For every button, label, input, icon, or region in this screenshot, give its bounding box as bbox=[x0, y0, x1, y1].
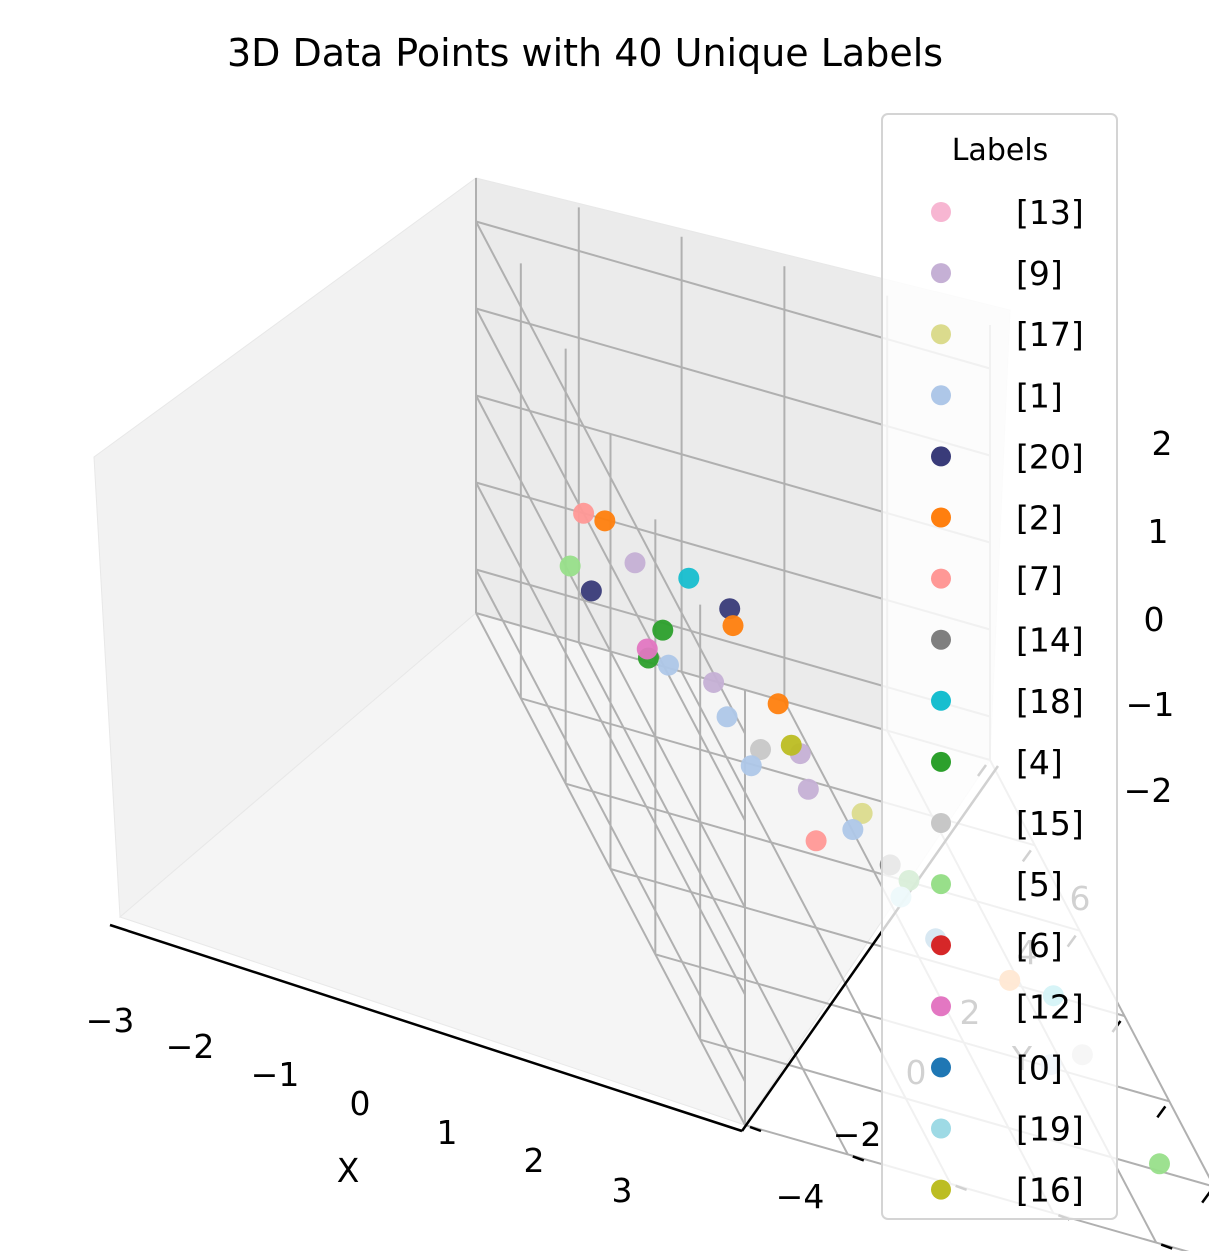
legend-marker bbox=[931, 935, 951, 955]
legend-entry-label: [9] bbox=[1016, 254, 1063, 293]
legend-marker bbox=[931, 569, 951, 589]
x-tick-label: −2 bbox=[166, 1027, 215, 1066]
x-tick-label: 3 bbox=[612, 1171, 633, 1210]
y-tick-label: −4 bbox=[776, 1177, 825, 1216]
x-tick-label: 2 bbox=[524, 1141, 545, 1180]
legend-marker bbox=[931, 691, 951, 711]
legend-entry-label: [7] bbox=[1016, 560, 1063, 599]
legend-entry-label: [13] bbox=[1016, 193, 1084, 232]
legend-marker bbox=[931, 874, 951, 894]
legend-marker bbox=[931, 202, 951, 222]
legend-marker bbox=[931, 324, 951, 344]
legend-entry-label: [15] bbox=[1016, 804, 1084, 843]
data-point bbox=[637, 638, 658, 659]
legend: Labels [13] [9] [17] [1] [20] [2] [7] [14] [18] [… bbox=[882, 114, 1117, 1219]
data-point bbox=[806, 830, 827, 851]
data-point bbox=[781, 735, 802, 756]
x-axis-label: X bbox=[337, 1151, 360, 1190]
data-point bbox=[842, 819, 863, 840]
data-point bbox=[573, 503, 594, 524]
data-point bbox=[798, 779, 819, 800]
data-point bbox=[625, 552, 646, 573]
data-point bbox=[581, 580, 602, 601]
y-tick-label: −2 bbox=[833, 1115, 882, 1154]
data-point bbox=[652, 620, 673, 641]
legend-title: Labels bbox=[952, 133, 1049, 168]
x-tick-mark bbox=[1157, 1106, 1165, 1117]
legend-entry-label: [20] bbox=[1016, 437, 1084, 476]
legend-marker bbox=[931, 1119, 951, 1139]
data-point bbox=[1149, 1153, 1170, 1174]
data-point bbox=[560, 556, 581, 577]
legend-entry-label: [19] bbox=[1016, 1110, 1084, 1149]
legend-marker bbox=[931, 1180, 951, 1200]
legend-entry-label: [2] bbox=[1016, 499, 1063, 538]
legend-box bbox=[882, 114, 1117, 1219]
x-tick-mark bbox=[1202, 1192, 1209, 1203]
legend-entry-label: [1] bbox=[1016, 376, 1063, 415]
data-point bbox=[678, 568, 699, 589]
legend-marker bbox=[931, 1057, 951, 1077]
x-tick-label: 0 bbox=[350, 1084, 371, 1123]
data-point bbox=[723, 615, 744, 636]
legend-entry-label: [6] bbox=[1016, 926, 1063, 965]
data-point bbox=[717, 706, 738, 727]
legend-entry-label: [17] bbox=[1016, 315, 1084, 354]
legend-marker bbox=[931, 630, 951, 650]
data-point bbox=[594, 510, 615, 531]
legend-entry-label: [12] bbox=[1016, 987, 1084, 1026]
legend-marker bbox=[931, 446, 951, 466]
legend-marker bbox=[931, 813, 951, 833]
z-tick-label: −2 bbox=[1124, 771, 1173, 810]
x-tick-label: −1 bbox=[251, 1055, 300, 1094]
legend-entry-label: [18] bbox=[1016, 682, 1084, 721]
z-tick-label: 2 bbox=[1152, 424, 1173, 463]
z-tick-label: 1 bbox=[1148, 512, 1169, 551]
legend-marker bbox=[931, 508, 951, 528]
legend-entry-label: [0] bbox=[1016, 1048, 1063, 1087]
z-tick-label: −1 bbox=[1126, 685, 1175, 724]
z-tick-label: 0 bbox=[1144, 600, 1165, 639]
legend-entry-label: [5] bbox=[1016, 865, 1063, 904]
legend-entry-label: [16] bbox=[1016, 1171, 1084, 1210]
legend-entry-label: [14] bbox=[1016, 621, 1084, 660]
data-point bbox=[741, 755, 762, 776]
data-point bbox=[768, 693, 789, 714]
legend-marker bbox=[931, 996, 951, 1016]
legend-marker bbox=[931, 263, 951, 283]
data-point bbox=[703, 672, 724, 693]
data-point bbox=[658, 655, 679, 676]
legend-entry-label: [4] bbox=[1016, 743, 1063, 782]
x-tick-label: −3 bbox=[86, 1001, 135, 1040]
chart-title: 3D Data Points with 40 Unique Labels bbox=[227, 31, 943, 75]
x-tick-label: 1 bbox=[437, 1113, 458, 1152]
legend-marker bbox=[931, 752, 951, 772]
legend-marker bbox=[931, 385, 951, 405]
